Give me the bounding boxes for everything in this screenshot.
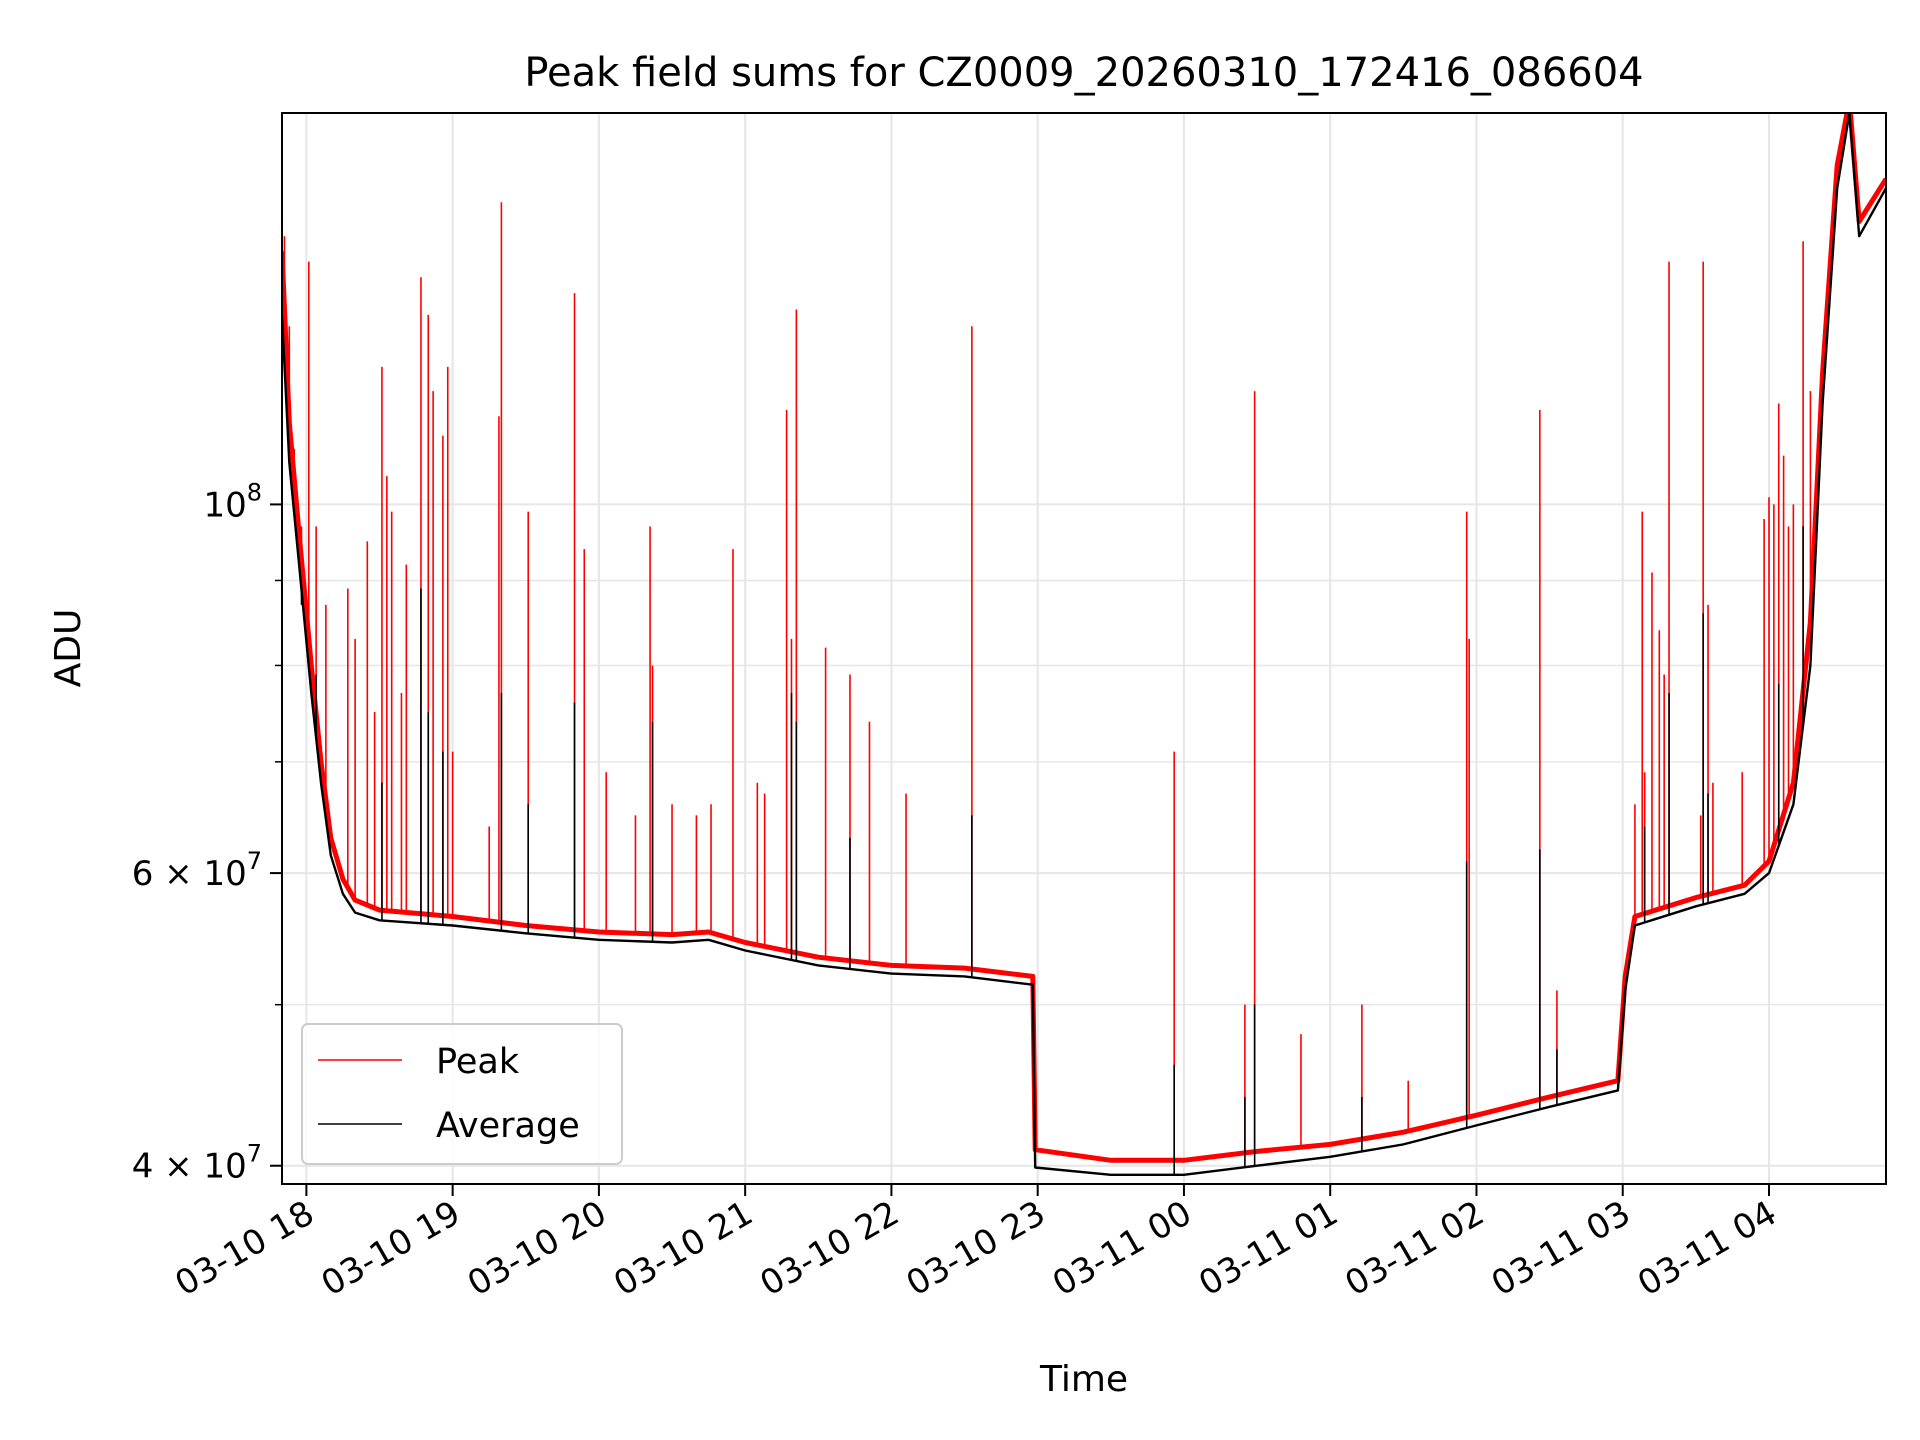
peak-line <box>282 113 1886 1163</box>
legend-average-label: Average <box>436 1106 580 1146</box>
average-line <box>282 113 1886 1176</box>
series-average <box>282 113 1886 1176</box>
legend-box <box>301 1023 623 1165</box>
legend: Peak Average <box>301 1023 623 1165</box>
y-axis-label: ADU <box>48 609 89 688</box>
series-layer <box>282 113 1886 1176</box>
y-tick-label: 108 <box>203 478 262 525</box>
legend-peak-label: Peak <box>436 1042 520 1082</box>
chart-title: Peak field sums for CZ0009_20260310_1724… <box>524 50 1643 96</box>
plot-frame <box>281 112 1887 1185</box>
x-axis-label: Time <box>1039 1359 1128 1400</box>
y-axis-ticks: 4 × 107 6 × 107 108 <box>132 478 282 1187</box>
series-peak <box>282 113 1886 1163</box>
y-tick-label: 6 × 107 <box>132 847 262 894</box>
y-tick-label: 4 × 107 <box>132 1140 262 1187</box>
